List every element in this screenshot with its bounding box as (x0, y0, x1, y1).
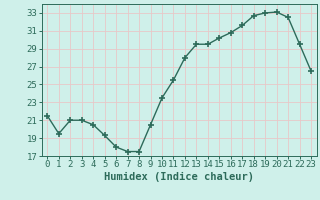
X-axis label: Humidex (Indice chaleur): Humidex (Indice chaleur) (104, 172, 254, 182)
